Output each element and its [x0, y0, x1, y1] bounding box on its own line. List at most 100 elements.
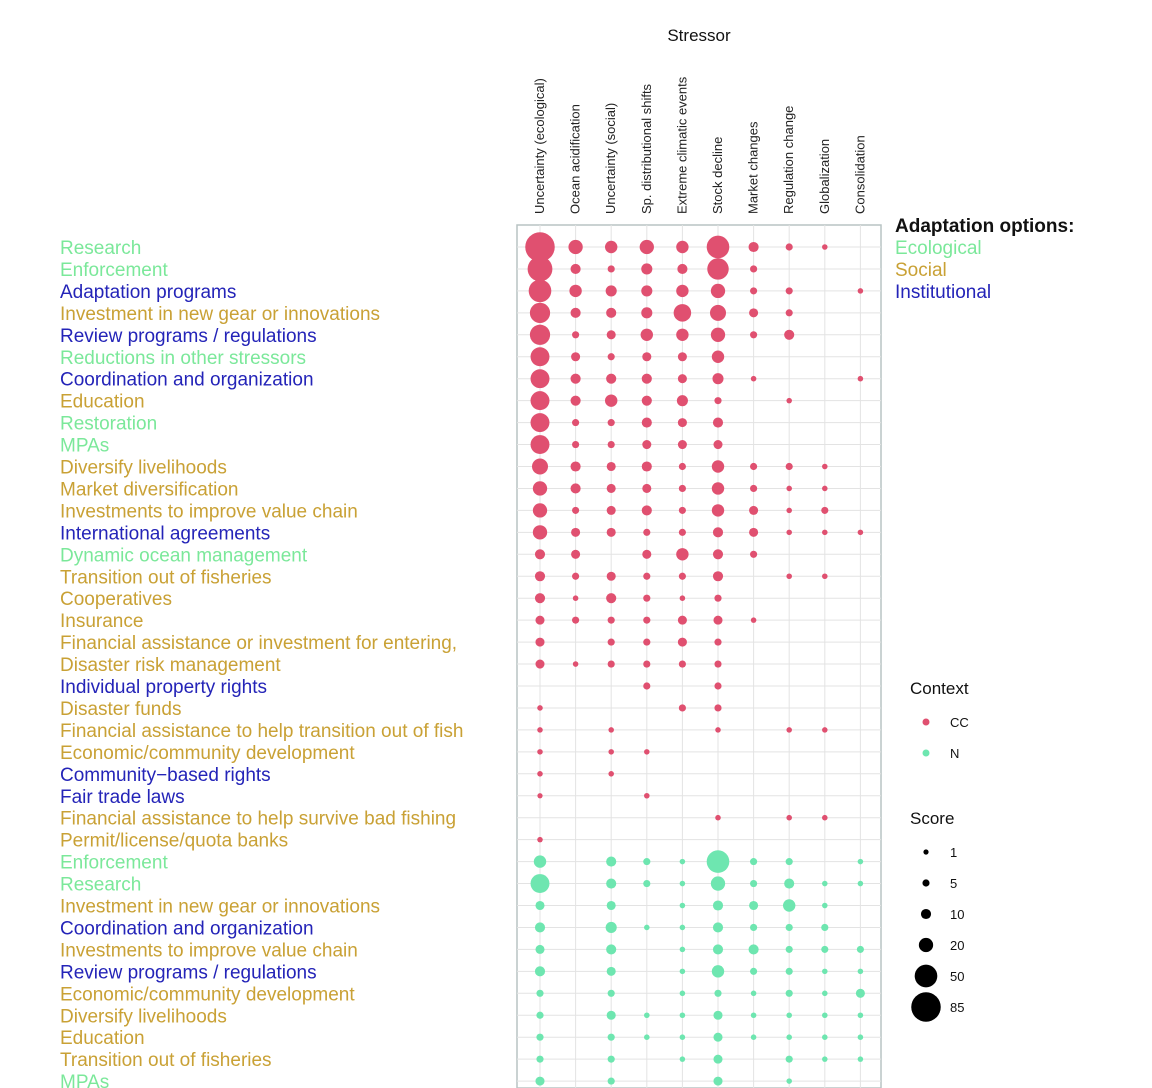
- adaptation-option-label: Transition out of fisheries: [60, 567, 272, 588]
- score-legend-dot: [920, 908, 932, 920]
- adaptation-legend-item: Institutional: [895, 282, 991, 303]
- score-dot: [750, 484, 758, 493]
- score-dot: [530, 413, 550, 433]
- adaptation-option-label: Economic/community development: [60, 743, 355, 764]
- score-dot: [786, 507, 792, 514]
- score-legend-dot: [922, 879, 930, 887]
- score-dot: [712, 922, 724, 933]
- score-dot: [822, 529, 828, 536]
- score-dot: [532, 481, 548, 496]
- score-dot: [749, 527, 759, 537]
- stressor-label: Market changes: [746, 121, 761, 214]
- score-dot: [679, 858, 686, 865]
- score-dot: [857, 288, 864, 294]
- adaptation-legend-item: Social: [895, 260, 947, 281]
- adaptation-option-label: Research: [60, 238, 141, 259]
- score-dot: [822, 727, 828, 733]
- score-dot: [785, 1055, 793, 1063]
- score-dot: [676, 328, 689, 341]
- score-dot: [750, 287, 758, 295]
- score-dot: [572, 419, 580, 427]
- score-dot: [677, 374, 687, 384]
- score-dot: [784, 878, 795, 889]
- score-dot: [785, 287, 793, 295]
- score-dot: [643, 858, 651, 866]
- score-dot: [679, 924, 686, 931]
- adaptation-option-label: Reductions in other stressors: [60, 348, 306, 369]
- score-dot: [679, 880, 686, 887]
- score-dot: [786, 1034, 792, 1040]
- score-dot: [606, 856, 617, 867]
- score-dot: [677, 615, 687, 625]
- score-dot: [713, 1032, 723, 1042]
- score-dot: [643, 638, 651, 646]
- score-dot: [570, 483, 581, 494]
- score-dot: [534, 922, 546, 933]
- adaptation-options-legend: Adaptation options: EcologicalSocialInst…: [895, 216, 1074, 303]
- score-dot: [785, 858, 793, 866]
- score-dot: [712, 373, 724, 385]
- score-dot: [707, 258, 729, 280]
- score-dot: [678, 572, 686, 580]
- score-dot: [750, 1012, 757, 1019]
- score-legend: Score 1 5 10 20 50 85: [910, 809, 964, 1022]
- score-dot: [857, 529, 864, 536]
- score-dot: [529, 302, 551, 323]
- adaptation-option-label: Review programs / regulations: [60, 962, 317, 983]
- score-dot: [750, 462, 758, 471]
- context-legend-title: Context: [910, 679, 969, 698]
- score-dot: [571, 352, 581, 362]
- context-legend-label: N: [950, 746, 959, 761]
- context-legend-dot: [922, 749, 930, 757]
- adaptation-option-label: Research: [60, 875, 141, 896]
- score-dot: [857, 375, 864, 382]
- adaptation-option-label: Education: [60, 1028, 145, 1049]
- adaptation-option-label: Financial assistance to help survive bad…: [60, 809, 456, 830]
- score-dot: [786, 485, 792, 492]
- score-dot: [673, 304, 692, 322]
- score-dot: [608, 727, 614, 733]
- score-dot: [822, 1034, 828, 1040]
- score-dot: [713, 1010, 723, 1020]
- stressor-label: Regulation change: [781, 106, 796, 214]
- score-dot: [607, 419, 615, 427]
- score-dot: [677, 440, 687, 450]
- adaptation-option-label: Education: [60, 392, 145, 413]
- score-dot: [535, 615, 545, 625]
- adaptation-option-label: Coordination and organization: [60, 370, 314, 391]
- adaptation-option-label: Enforcement: [60, 853, 168, 874]
- adaptation-option-label: Disaster funds: [60, 699, 181, 720]
- score-dot: [644, 749, 650, 755]
- score-dot: [822, 485, 828, 492]
- score-legend-label: 5: [950, 876, 957, 891]
- score-dot: [821, 923, 829, 932]
- score-dot: [713, 615, 723, 625]
- score-dot: [750, 331, 758, 339]
- score-dot: [643, 616, 651, 624]
- score-dot: [607, 989, 615, 997]
- score-dot: [644, 792, 650, 799]
- score-dot: [715, 727, 721, 733]
- score-dot: [711, 460, 725, 473]
- score-dot: [678, 484, 686, 493]
- score-dot: [714, 660, 722, 668]
- score-dot: [607, 660, 615, 668]
- chart-title: Stressor: [667, 26, 731, 45]
- adaptation-option-label: Disaster risk management: [60, 655, 281, 676]
- score-dot: [714, 989, 722, 997]
- stressor-label: Stock decline: [710, 137, 725, 214]
- score-dot: [712, 417, 724, 428]
- score-dot: [643, 660, 651, 668]
- score-dot: [535, 900, 545, 911]
- score-dot: [607, 265, 615, 273]
- score-dot: [644, 1012, 650, 1019]
- score-dot: [570, 263, 581, 275]
- score-dot: [715, 814, 721, 821]
- score-dot: [530, 369, 550, 389]
- score-dot: [532, 458, 548, 475]
- score-dot: [676, 284, 689, 298]
- score-dot: [822, 814, 828, 821]
- score-dot: [857, 1034, 864, 1040]
- score-dot: [679, 946, 686, 953]
- score-dot: [706, 235, 730, 259]
